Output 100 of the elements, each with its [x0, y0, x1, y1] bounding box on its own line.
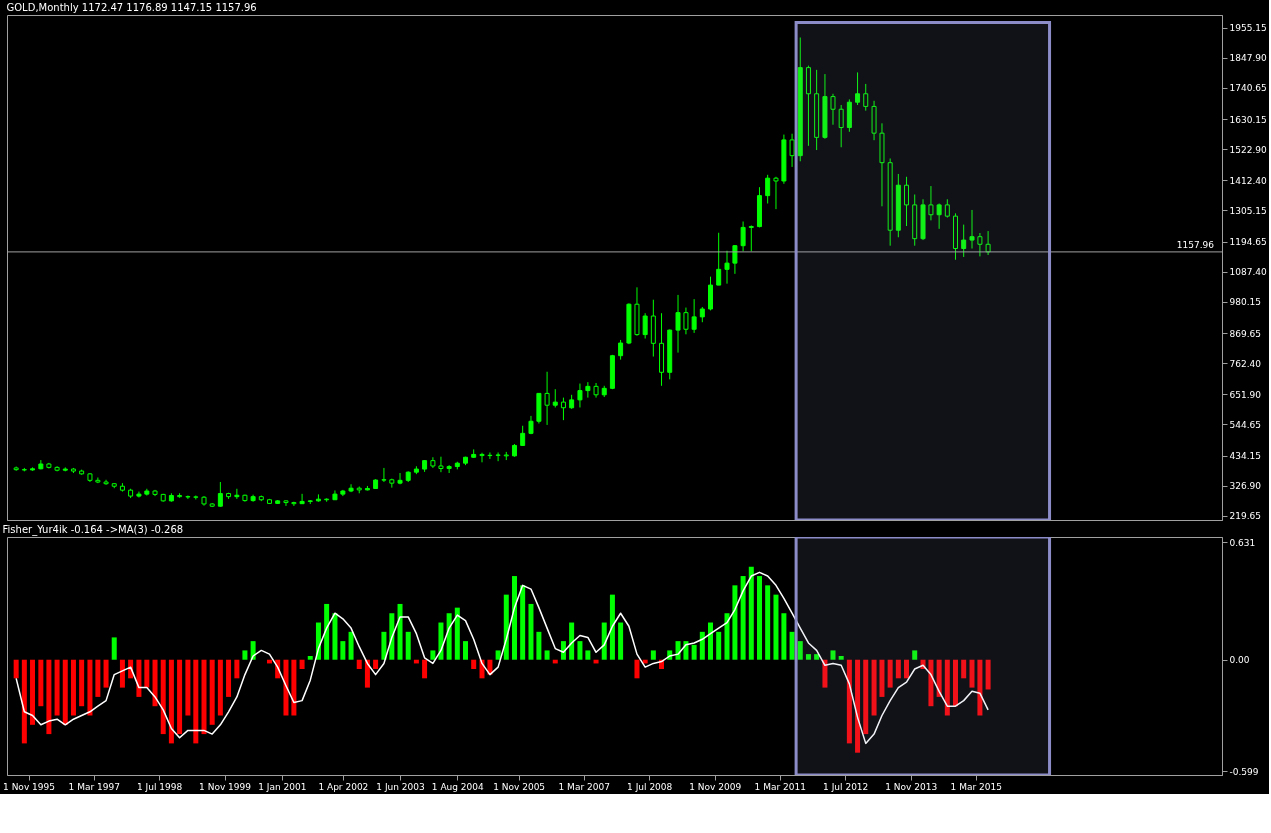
- y-tick-label: 219.65: [1229, 511, 1261, 522]
- bar: [291, 659, 297, 716]
- bar: [21, 659, 27, 744]
- bar: [895, 659, 901, 679]
- x-tick-label: 1 Nov 1999: [199, 781, 252, 792]
- candlestick: [936, 203, 942, 230]
- y-tick-label: 326.90: [1229, 481, 1262, 492]
- bar: [503, 594, 509, 660]
- bar: [691, 644, 697, 660]
- chart-title: GOLD,Monthly 1172.47 1176.89 1147.15 1157.96: [6, 2, 257, 13]
- bar: [242, 650, 248, 660]
- bar: [168, 659, 174, 744]
- bar: [805, 654, 811, 660]
- bar: [471, 659, 477, 670]
- candlestick: [642, 312, 648, 340]
- candlestick: [348, 483, 354, 493]
- candlestick: [961, 224, 967, 258]
- bar: [217, 659, 223, 716]
- bar: [944, 659, 950, 716]
- bar: [797, 641, 803, 660]
- x-tick-label: 1 Mar 1997: [68, 781, 120, 792]
- bar: [38, 659, 44, 707]
- bar: [495, 650, 501, 660]
- candlestick: [291, 501, 297, 507]
- bar: [855, 659, 861, 753]
- bar: [234, 659, 240, 679]
- bar: [136, 659, 142, 697]
- bar: [569, 622, 575, 660]
- bar: [830, 650, 836, 660]
- candlestick: [944, 198, 950, 219]
- candlestick: [675, 294, 681, 354]
- x-tick-label: 1 Jul 2008: [627, 781, 673, 792]
- y-tick-label: 1305.15: [1229, 205, 1267, 216]
- bar: [544, 650, 550, 660]
- candlestick: [740, 221, 746, 252]
- bar: [977, 659, 983, 716]
- bar: [650, 650, 656, 660]
- candlestick: [716, 232, 722, 286]
- candlestick: [585, 381, 591, 399]
- y-tick-label: 1630.15: [1229, 114, 1267, 125]
- candlestick: [855, 71, 861, 106]
- bar: [152, 659, 158, 707]
- bar: [389, 613, 395, 660]
- x-tick-label: 1 Nov 2009: [689, 781, 742, 792]
- bar: [446, 613, 452, 660]
- y-tick-label: 1522.90: [1229, 144, 1267, 155]
- y-tick-label: -0.599: [1229, 766, 1259, 777]
- x-tick-label: 1 Nov 1995: [3, 781, 55, 792]
- bar: [340, 641, 346, 660]
- x-tick-label: 1 Jun 2003: [376, 781, 425, 792]
- bar: [511, 576, 517, 660]
- bar: [463, 641, 468, 660]
- y-tick-label: 1412.40: [1229, 175, 1267, 186]
- bar: [961, 659, 967, 679]
- bar: [928, 659, 934, 707]
- bar: [716, 631, 722, 660]
- candlestick: [234, 488, 240, 500]
- bar: [111, 637, 117, 660]
- bar: [438, 622, 444, 660]
- bar: [740, 576, 746, 660]
- bar: [324, 603, 330, 660]
- bar: [846, 659, 852, 744]
- bar: [144, 659, 150, 688]
- bar: [201, 659, 207, 735]
- y-tick-label: 980.15: [1229, 297, 1261, 308]
- y-tick-label: 1955.15: [1229, 23, 1267, 34]
- bar: [87, 659, 93, 716]
- candlestick: [299, 493, 305, 505]
- bar: [209, 659, 215, 725]
- y-tick-label: 651.90: [1229, 389, 1262, 400]
- bar: [160, 659, 166, 735]
- bar: [520, 585, 526, 660]
- candlestick: [904, 176, 910, 227]
- candlestick: [217, 481, 223, 508]
- bar: [724, 613, 730, 660]
- y-tick-label: 434.15: [1229, 451, 1261, 462]
- bar: [773, 594, 779, 660]
- bar: [756, 576, 762, 660]
- bar: [814, 654, 820, 660]
- bar: [985, 659, 991, 690]
- x-tick-label: 1 Nov 2005: [493, 781, 546, 792]
- bar: [283, 659, 289, 716]
- x-tick-label: 1 Jul 2012: [823, 781, 869, 792]
- bar: [177, 659, 183, 735]
- ref-line-label: 1157.96: [1176, 239, 1215, 250]
- candlestick: [577, 383, 583, 408]
- candlestick: [618, 339, 624, 361]
- bar: [789, 631, 795, 660]
- bar: [822, 659, 828, 688]
- y-tick-label: 544.65: [1229, 419, 1261, 430]
- candlestick: [438, 456, 444, 473]
- candlestick: [765, 174, 771, 204]
- candlestick: [283, 499, 289, 507]
- candlestick: [977, 232, 983, 257]
- bar: [397, 603, 403, 660]
- bar: [95, 659, 101, 697]
- bar: [54, 659, 60, 716]
- candlestick: [487, 451, 493, 460]
- bar: [969, 659, 975, 688]
- bar: [936, 659, 942, 697]
